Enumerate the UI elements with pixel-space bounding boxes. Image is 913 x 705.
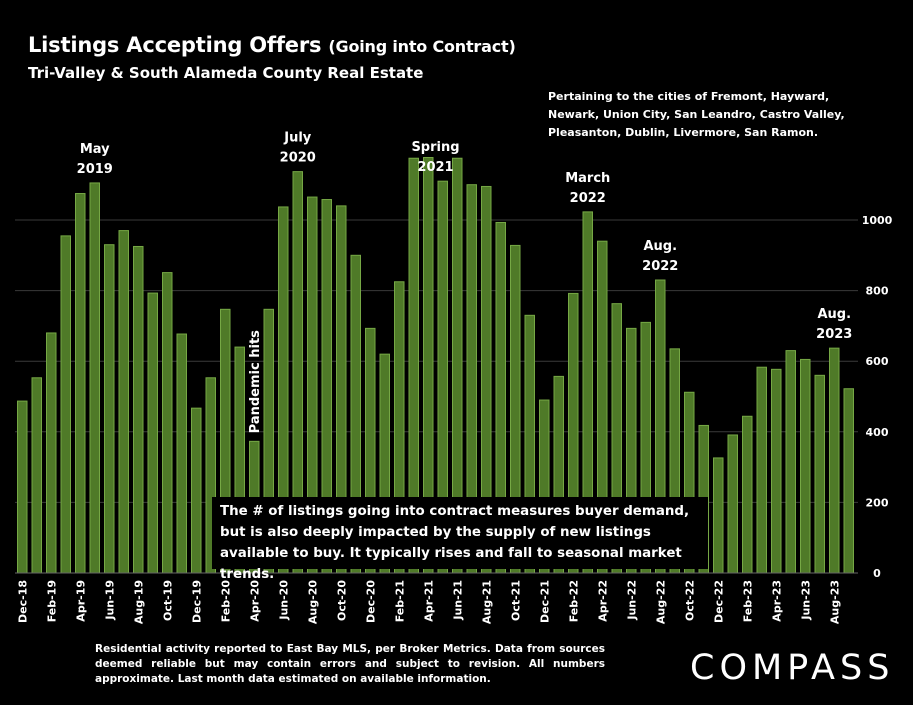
x-tick-label: Jun-21 [451,580,464,621]
y-tick-label: 400 [866,426,889,439]
x-tick-label: Dec-18 [16,580,29,623]
bar [713,457,724,574]
bar [829,347,840,574]
annotation-label: Aug. [643,239,677,254]
bar [176,333,187,574]
y-tick-label: 800 [866,285,889,298]
bar [162,272,173,574]
annotation-label: 2020 [280,151,316,166]
x-tick-label: Aug-20 [306,580,319,624]
bar [785,350,796,574]
callout-box: The # of listings going into contract me… [212,497,708,582]
annotation-label: Spring [411,140,459,155]
annotation-label: March [565,171,610,186]
bar [133,245,144,574]
bar [800,358,811,574]
x-tick-label: Apr-22 [596,580,609,622]
y-tick-label: 200 [866,496,889,509]
compass-logo: COMPASS [690,648,895,688]
bar [191,407,202,574]
annotation-label: 2019 [77,162,113,177]
bar [17,400,28,574]
cities-note: Pertaining to the cities of Fremont, Hay… [548,90,845,139]
chart-subtitle: Tri-Valley & South Alameda County Real E… [28,64,424,82]
x-tick-label: Apr-19 [74,580,87,622]
bar [118,230,129,574]
x-tick-label: Feb-22 [567,580,580,622]
annotation-label: 2022 [570,191,606,206]
bar [147,292,158,574]
bar [771,368,782,574]
x-tick-label: Jun-23 [799,580,812,621]
bar [89,182,100,574]
y-tick-label: 600 [866,355,889,368]
x-tick-label: Dec-20 [364,580,377,623]
annotation-label: 2021 [417,160,453,175]
annotation-label: Pandemic hits [248,330,263,433]
bar [742,415,753,574]
x-tick-label: Jun-22 [625,580,638,621]
bar [60,235,71,574]
x-tick-label: Oct-19 [161,580,174,621]
chart-title: Listings Accepting Offers (Going into Co… [28,33,516,57]
footnote: Residential activity reported to East Ba… [95,643,605,685]
x-tick-label: Dec-21 [538,580,551,623]
x-tick-label: Apr-20 [248,580,261,622]
x-tick-label: Oct-20 [335,580,348,621]
x-tick-label: Jun-20 [277,580,290,621]
x-tick-label: Apr-21 [422,580,435,622]
bar [46,332,57,574]
bar [843,388,854,574]
annotation-label: May [80,142,110,157]
bar [31,377,42,574]
annotation-label: Aug. [817,307,851,322]
x-tick-label: Dec-22 [712,580,725,623]
x-tick-label: Oct-21 [509,580,522,621]
x-tick-label: Feb-23 [741,580,754,622]
bar [814,374,825,574]
bar [75,193,86,574]
x-tick-label: Feb-19 [45,580,58,622]
bar [756,366,767,574]
bar [727,434,738,574]
x-tick-label: Aug-23 [828,580,841,624]
x-tick-label: Feb-20 [219,580,232,623]
x-tick-label: Aug-21 [480,580,493,624]
x-tick-label: Jun-19 [103,580,116,621]
annotation-label: July [283,131,312,146]
annotation-label: 2022 [642,259,678,274]
x-tick-label: Dec-19 [190,580,203,623]
bar [104,244,115,574]
y-tick-label: 1000 [862,214,893,227]
x-tick-label: Oct-22 [683,580,696,621]
x-tick-label: Apr-23 [770,580,783,622]
x-tick-label: Feb-21 [393,580,406,622]
y-tick-label: 0 [873,567,881,580]
annotation-label: 2023 [816,327,852,342]
x-tick-label: Aug-19 [132,580,145,624]
x-tick-label: Aug-22 [654,580,667,624]
